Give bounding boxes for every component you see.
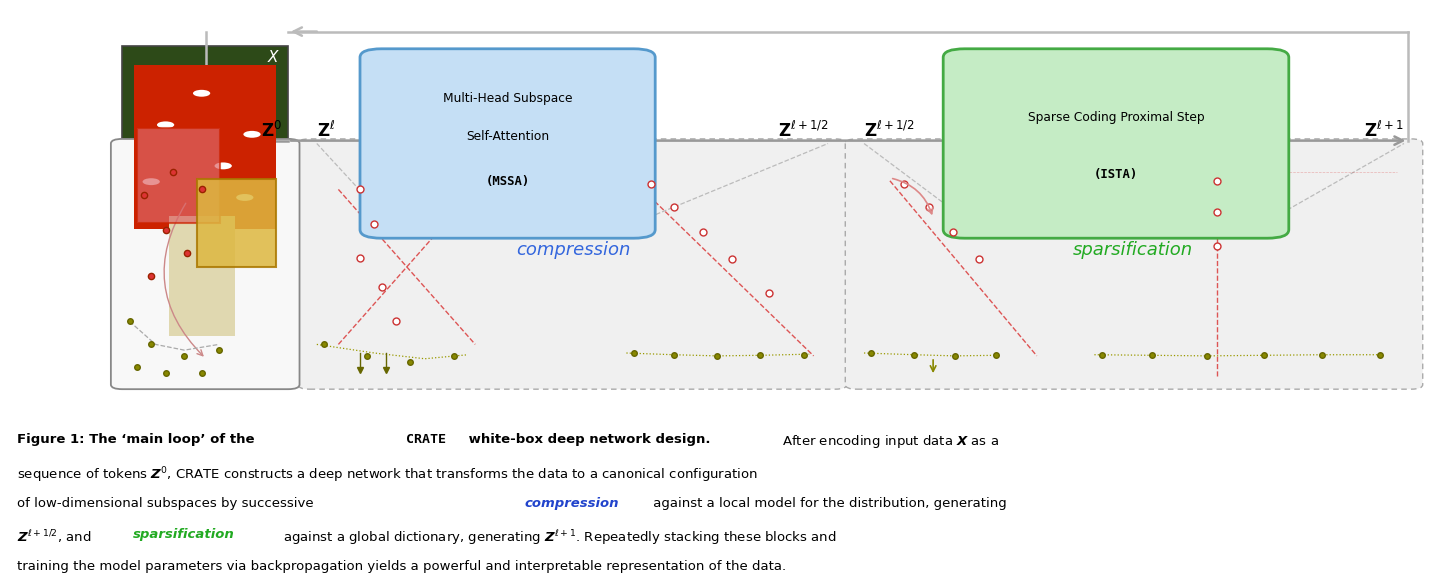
Text: (ISTA): (ISTA) [1094, 168, 1138, 181]
Text: Figure 1: The ‘main loop’ of the: Figure 1: The ‘main loop’ of the [17, 433, 259, 447]
Text: compression: compression [524, 497, 619, 510]
Text: $\mathbf{Z}^{\ell+1/2}$: $\mathbf{Z}^{\ell+1/2}$ [778, 121, 828, 141]
Text: training the model parameters via backpropagation yields a powerful and interpre: training the model parameters via backpr… [17, 560, 786, 573]
Text: of low-dimensional subspaces by successive: of low-dimensional subspaces by successi… [17, 497, 318, 510]
Circle shape [236, 194, 253, 201]
Text: Sparse Coding Proximal Step: Sparse Coding Proximal Step [1028, 111, 1204, 124]
Text: against a global dictionary, generating $\boldsymbol{Z}^{\ell+1}$. Repeatedly st: against a global dictionary, generating … [279, 528, 837, 547]
Text: white-box deep network design.: white-box deep network design. [464, 433, 710, 447]
Text: against a local model for the distribution, generating: against a local model for the distributi… [649, 497, 1007, 510]
Text: compression: compression [516, 241, 631, 259]
FancyBboxPatch shape [111, 139, 300, 389]
Bar [137, 128, 220, 223]
Circle shape [143, 178, 160, 185]
Text: Multi-Head Subspace: Multi-Head Subspace [444, 92, 572, 105]
FancyBboxPatch shape [845, 139, 1423, 389]
FancyBboxPatch shape [943, 49, 1289, 238]
Text: After encoding input data $\boldsymbol{X}$ as a: After encoding input data $\boldsymbol{X… [778, 433, 998, 451]
Text: (MSSA): (MSSA) [485, 175, 530, 188]
Text: sequence of tokens $\boldsymbol{Z}^0$, CRATE constructs a deep network that tran: sequence of tokens $\boldsymbol{Z}^0$, C… [17, 465, 757, 484]
Text: CRATE: CRATE [406, 433, 446, 447]
Circle shape [243, 131, 261, 138]
Circle shape [215, 162, 232, 169]
Bar [168, 216, 235, 336]
Bar [122, 46, 288, 362]
Text: sparsification: sparsification [1073, 241, 1194, 259]
Circle shape [193, 90, 210, 96]
Text: $\boldsymbol{Z}^{\ell+1/2}$, and: $\boldsymbol{Z}^{\ell+1/2}$, and [17, 528, 92, 545]
Bar [197, 179, 276, 267]
Bar [134, 65, 276, 229]
Circle shape [157, 122, 174, 129]
Text: $\mathbf{Z}^{\ell+1}$: $\mathbf{Z}^{\ell+1}$ [1364, 121, 1404, 141]
Text: $\mathbf{Z}^\ell$: $\mathbf{Z}^\ell$ [317, 121, 336, 141]
Text: $\mathbf{Z}^{\ell+1/2}$: $\mathbf{Z}^{\ell+1/2}$ [864, 121, 914, 141]
Text: $\mathbf{Z}^0$: $\mathbf{Z}^0$ [262, 121, 282, 141]
FancyBboxPatch shape [360, 49, 655, 238]
Text: Self-Attention: Self-Attention [467, 130, 549, 143]
Text: $X$: $X$ [268, 49, 281, 65]
Text: sparsification: sparsification [132, 528, 235, 541]
FancyBboxPatch shape [298, 139, 847, 389]
